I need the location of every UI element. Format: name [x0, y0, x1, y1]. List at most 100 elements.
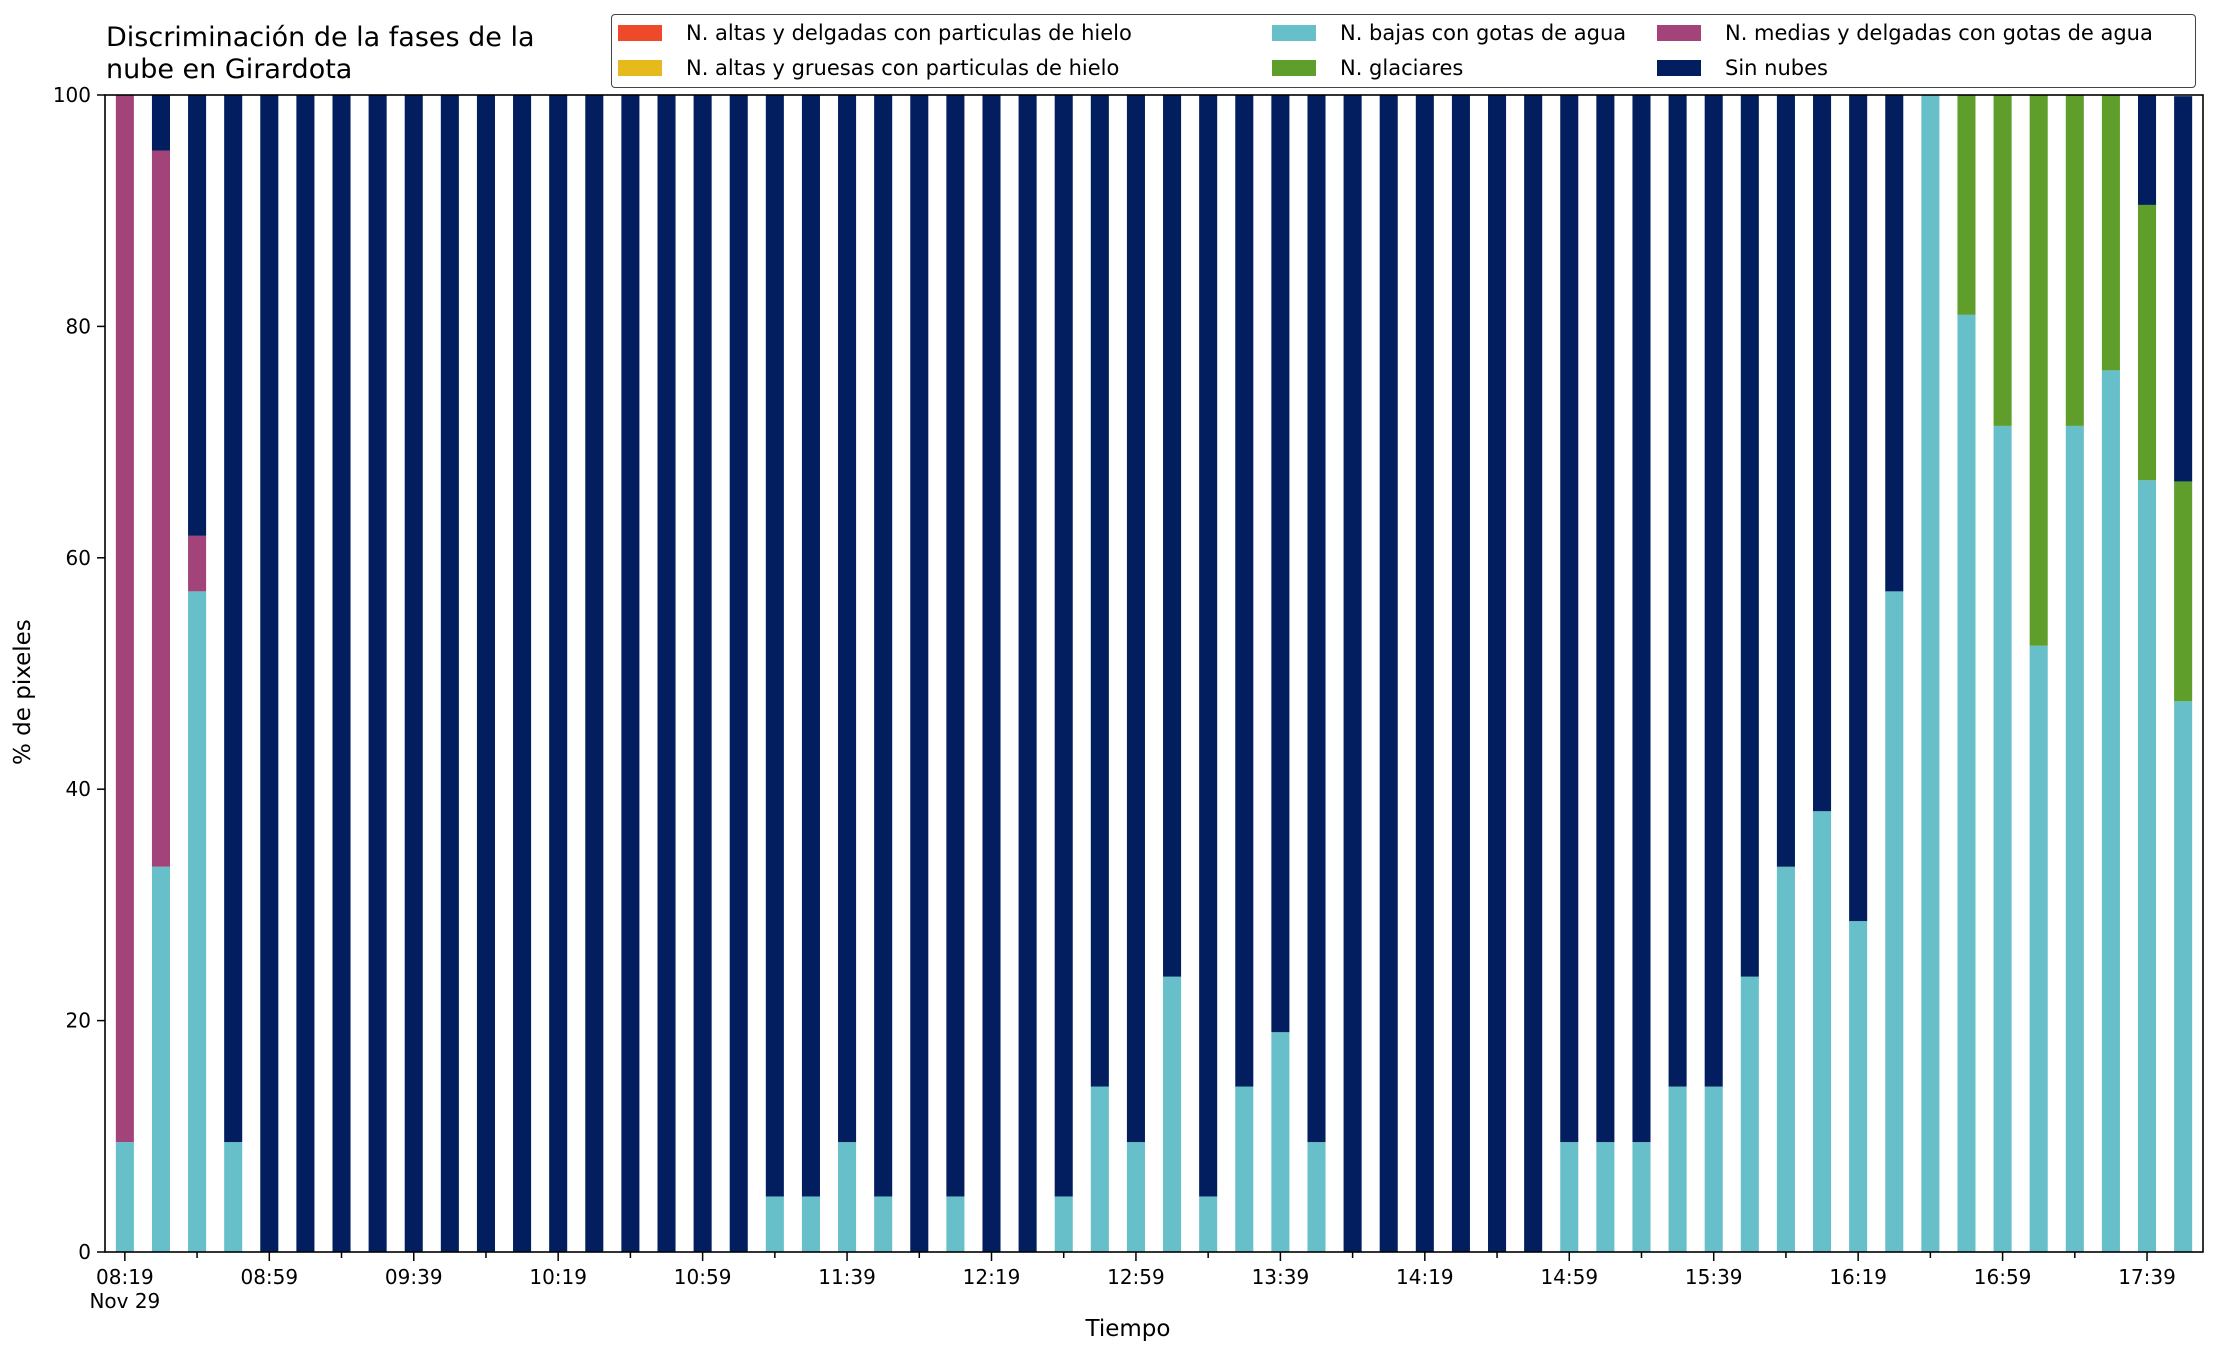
chart-legend: N. altas y delgadas con particulas de hi…	[611, 14, 2196, 88]
bar-segment-48-series-5	[1849, 95, 1868, 922]
bar-segment-44-series-5	[1704, 95, 1723, 1087]
x-tick-label: 16:59	[1974, 1265, 2032, 1289]
y-tick-label: 0	[78, 1240, 91, 1264]
bar-segment-28-series-2	[1126, 1142, 1145, 1252]
bar-segment-31-series-5	[1235, 95, 1254, 1087]
bar-segment-20-series-2	[838, 1142, 857, 1252]
bar-segment-23-series-5	[946, 95, 965, 1197]
bar-segment-20-series-5	[838, 95, 857, 1143]
chart-title-line-2: nube en Girardota	[106, 54, 353, 85]
bar-segment-11-series-5	[513, 95, 532, 1252]
bar-segment-35-series-5	[1379, 95, 1398, 1252]
legend-item-sin-nubes: Sin nubes	[1657, 56, 1828, 80]
bar-segment-47-series-2	[1813, 811, 1832, 1252]
x-tick-label: 11:39	[818, 1265, 876, 1289]
chart-title-line-1: Discriminación de la fases de la	[106, 22, 535, 53]
bar-segment-0-series-2	[115, 1142, 134, 1252]
legend-label: N. altas y delgadas con particulas de hi…	[686, 21, 1132, 45]
bar-segment-9-series-5	[440, 95, 459, 1252]
bar-segment-56-series-5	[2138, 95, 2157, 205]
x-tick-label: 08:19	[96, 1265, 154, 1289]
bar-segment-8-series-5	[404, 95, 423, 1252]
bar-segment-50-series-2	[1921, 95, 1940, 1252]
bar-segment-45-series-5	[1740, 95, 1759, 977]
chart-title: Discriminación de la fases de la nube en…	[106, 22, 535, 86]
bar-segment-44-series-2	[1704, 1086, 1723, 1252]
bar-segment-52-series-2	[1993, 425, 2012, 1253]
bar-segment-40-series-2	[1560, 1142, 1579, 1252]
legend-label: N. glaciares	[1340, 56, 1464, 80]
bar-segment-4-series-5	[260, 95, 279, 1252]
y-tick-label: 100	[53, 83, 91, 107]
bar-segment-53-series-3	[2029, 95, 2048, 646]
legend-item-altas-gruesas: N. altas y gruesas con particulas de hie…	[618, 56, 1119, 80]
x-tick-label: 10:59	[674, 1265, 732, 1289]
x-tick-label: 09:39	[385, 1265, 443, 1289]
x-tick-label: 16:19	[1829, 1265, 1887, 1289]
bar-segment-19-series-2	[801, 1196, 820, 1252]
bar-segment-29-series-2	[1163, 976, 1182, 1252]
bar-segment-26-series-2	[1054, 1196, 1073, 1252]
x-tick-label: 10:19	[529, 1265, 587, 1289]
bar-segment-36-series-5	[1415, 95, 1434, 1252]
bar-segment-56-series-3	[2138, 204, 2157, 481]
x-tick-label: 14:19	[1396, 1265, 1454, 1289]
x-tick-label: 17:39	[2118, 1265, 2176, 1289]
bar-segment-12-series-5	[549, 95, 568, 1252]
bar-segment-10-series-5	[476, 95, 495, 1252]
legend-swatch	[1272, 60, 1316, 76]
bar-segment-39-series-5	[1524, 95, 1543, 1252]
bar-segment-47-series-5	[1813, 95, 1832, 812]
bar-segment-17-series-5	[729, 95, 748, 1252]
x-tick-sublabel: Nov 29	[89, 1289, 160, 1313]
bar-segment-13-series-5	[585, 95, 604, 1252]
bar-segment-51-series-2	[1957, 314, 1976, 1253]
y-tick-label: 40	[66, 777, 91, 801]
bar-segment-25-series-5	[1018, 95, 1037, 1252]
bar-segment-14-series-5	[621, 95, 640, 1252]
bar-segment-45-series-2	[1740, 976, 1759, 1252]
bar-segment-5-series-5	[296, 95, 315, 1252]
bar-segment-3-series-5	[224, 95, 243, 1143]
bar-segment-57-series-5	[2174, 96, 2193, 482]
legend-label: N. bajas con gotas de agua	[1340, 21, 1627, 45]
bar-segment-54-series-2	[2065, 425, 2084, 1253]
legend-swatch	[618, 25, 662, 41]
bar-segment-26-series-5	[1054, 95, 1073, 1197]
bar-segment-28-series-5	[1126, 95, 1145, 1143]
y-tick-label: 80	[66, 314, 91, 338]
legend-item-glaciares: N. glaciares	[1272, 56, 1463, 80]
bar-segment-43-series-2	[1668, 1086, 1687, 1252]
bar-segment-21-series-5	[874, 95, 893, 1197]
bar-segment-42-series-2	[1632, 1142, 1651, 1252]
bar-segment-54-series-3	[2065, 95, 2084, 426]
x-tick-label: 15:39	[1685, 1265, 1743, 1289]
bar-segment-49-series-2	[1885, 591, 1904, 1252]
legend-swatch	[618, 60, 662, 76]
y-tick-label: 60	[66, 546, 91, 570]
bar-segment-42-series-5	[1632, 95, 1651, 1143]
legend-swatch	[1272, 25, 1316, 41]
legend-item-medias: N. medias y delgadas con gotas de agua	[1657, 21, 2153, 45]
bar-segment-15-series-5	[657, 95, 676, 1252]
bar-segment-37-series-5	[1451, 95, 1470, 1252]
bar-segment-55-series-3	[2101, 95, 2120, 371]
bar-segment-18-series-5	[765, 95, 784, 1197]
bar-segment-21-series-2	[874, 1196, 893, 1252]
bar-segment-46-series-2	[1776, 866, 1795, 1252]
bar-segment-49-series-5	[1885, 95, 1904, 592]
bar-segment-56-series-2	[2138, 480, 2157, 1252]
bar-segment-24-series-5	[982, 95, 1001, 1252]
bar-segment-40-series-5	[1560, 95, 1579, 1143]
bar-segment-33-series-5	[1307, 95, 1326, 1143]
bar-segment-2-series-5	[188, 95, 207, 536]
bar-segment-32-series-2	[1271, 1032, 1290, 1252]
x-tick-label: 14:59	[1540, 1265, 1598, 1289]
bar-segment-38-series-5	[1488, 95, 1507, 1252]
x-tick-label: 12:19	[963, 1265, 1021, 1289]
bar-segment-33-series-2	[1307, 1142, 1326, 1252]
bar-segment-57-series-3	[2174, 481, 2193, 702]
bar-segment-7-series-5	[368, 95, 387, 1252]
legend-label: Sin nubes	[1725, 56, 1828, 80]
y-tick-label: 20	[66, 1009, 91, 1033]
